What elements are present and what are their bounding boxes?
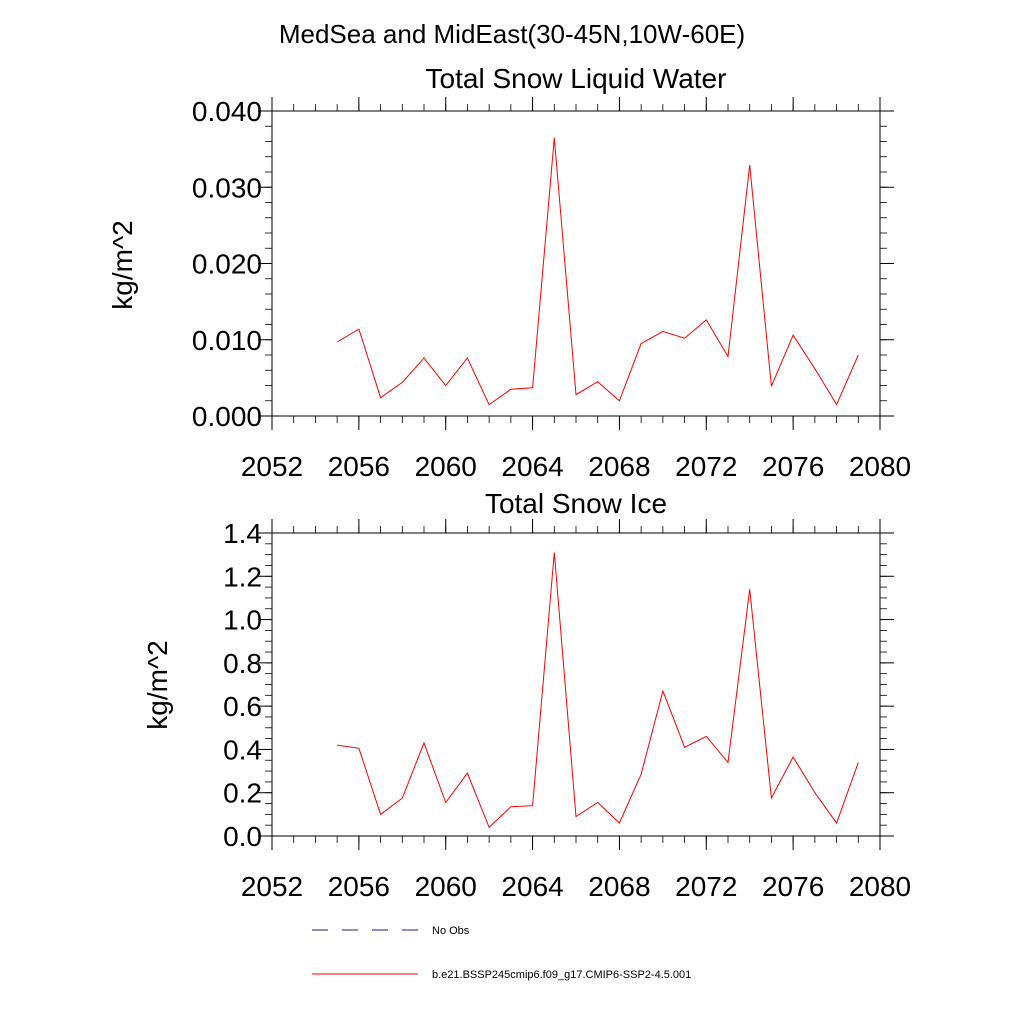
x-tick-label: 2052	[241, 451, 303, 482]
x-tick-label: 2068	[588, 871, 650, 902]
x-tick-label: 2060	[415, 451, 477, 482]
panel-snow-liquid-water: Total Snow Liquid Water kg/m^2 0.000 0.010 0…	[107, 63, 911, 482]
legend-label-model: b.e21.BSSP245cmip6.f09_g17.CMIP6-SSP2-4.…	[432, 969, 691, 981]
series-line	[336, 137, 859, 406]
legend-label-no-obs: No Obs	[432, 925, 470, 937]
x-tick-label: 2076	[762, 871, 824, 902]
x-tick-label: 2080	[849, 451, 911, 482]
y-tick-label: 0.030	[192, 172, 262, 203]
x-tick-label: 2056	[328, 451, 390, 482]
y-tick-label: 0.020	[192, 249, 262, 280]
x-tick-label: 2076	[762, 451, 824, 482]
y-tick-label: 0.040	[192, 96, 262, 127]
plot-frame	[271, 532, 881, 837]
y-tick-label: 0.4	[223, 734, 262, 765]
y-tick-label: 0.010	[192, 325, 262, 356]
x-tick-label: 2080	[849, 871, 911, 902]
y-tick-label: 1.2	[223, 561, 262, 592]
legend: No Obs b.e21.BSSP245cmip6.f09_g17.CMIP6-…	[312, 925, 691, 981]
y-tick-label: 0.6	[223, 691, 262, 722]
y-tick-label: 1.4	[223, 518, 262, 549]
x-tick-label: 2056	[328, 871, 390, 902]
y-tick-label: 0.8	[223, 648, 262, 679]
x-tick-label: 2052	[241, 871, 303, 902]
series-line	[337, 552, 859, 829]
y-axis-label: kg/m^2	[107, 220, 138, 309]
chart-title: Total Snow Liquid Water	[426, 63, 727, 94]
x-tick-label: 2060	[415, 871, 477, 902]
x-tick-label: 2064	[501, 871, 563, 902]
chart-title: Total Snow Ice	[485, 488, 667, 519]
figure-title: MedSea and MidEast(30-45N,10W-60E)	[279, 19, 745, 49]
y-tick-label: 0.000	[192, 401, 262, 432]
y-tick-label: 1.0	[223, 605, 262, 636]
y-axis-label: kg/m^2	[142, 640, 173, 729]
x-tick-label: 2064	[501, 451, 563, 482]
plot-frame	[271, 110, 881, 417]
x-tick-label: 2068	[588, 451, 650, 482]
x-tick-label: 2072	[675, 451, 737, 482]
x-tick-label: 2072	[675, 871, 737, 902]
y-tick-label: 0.2	[223, 778, 262, 809]
panel-snow-ice: Total Snow Ice kg/m^2 0.0 0.2 0.4 0.6 0.8 1.0 1.…	[142, 488, 911, 902]
y-tick-label: 0.0	[223, 821, 262, 852]
